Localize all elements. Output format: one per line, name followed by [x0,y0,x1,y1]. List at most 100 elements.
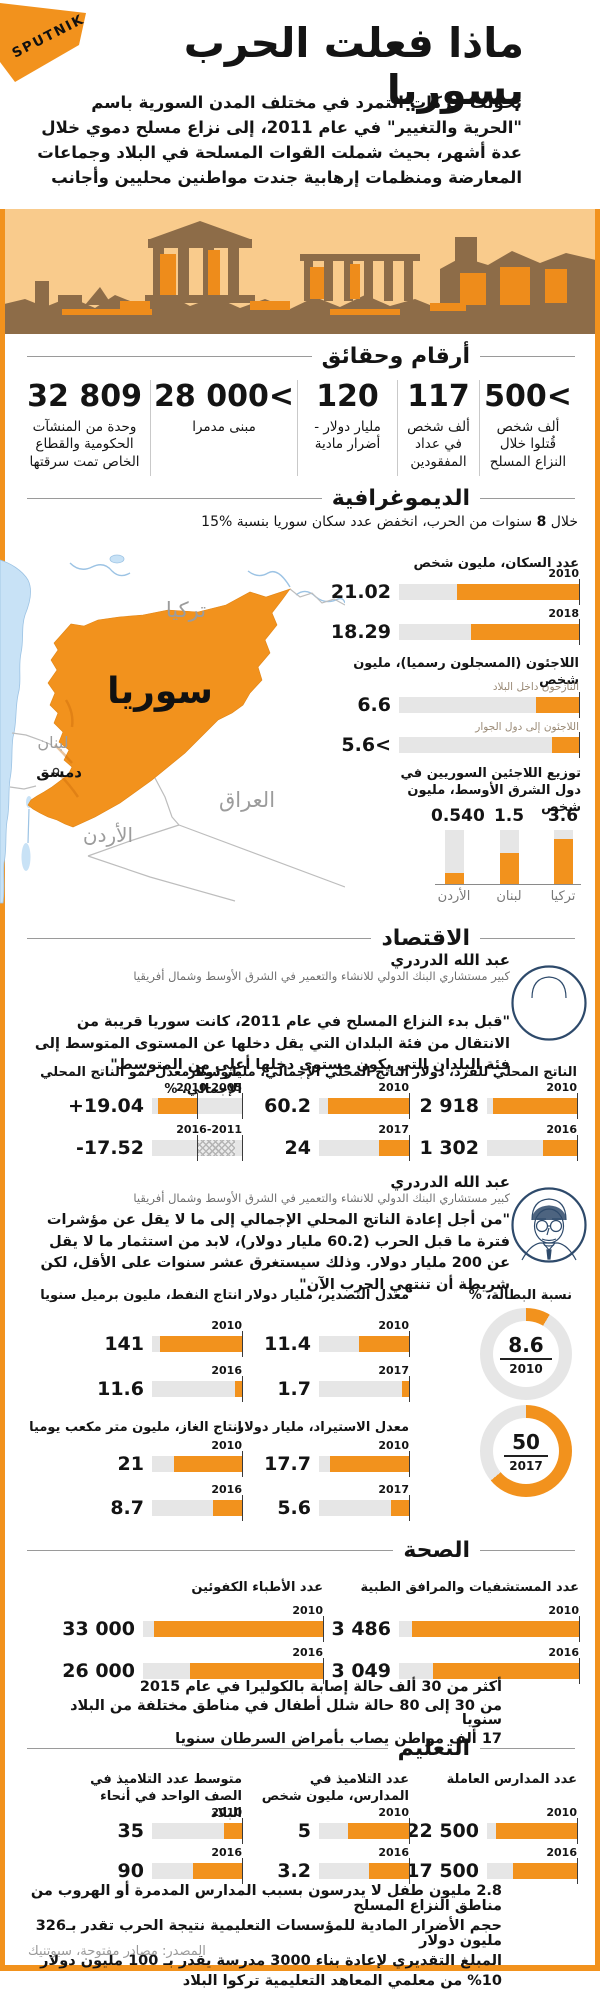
chart-title-unemployment: نسبة البطالة، % [468,1288,572,1303]
bar-fill [160,1336,242,1352]
bar-fill [535,697,579,713]
chart-refugees: اللاجئون (المسجلون رسميا)، مليون شخص الن… [303,656,580,758]
chart-title: متوسط معدل نمو الناتج المحلي الإجمالي، % [40,1065,242,1097]
chart-title: عدد الأطباء الكفوئين [191,1580,323,1595]
bar-year-label: 2010 [546,1081,577,1094]
chart-unemployment-2017: 50 2017 [480,1405,572,1497]
bar-value: 1 302 [419,1137,480,1159]
chart-doctors: عدد الأطباء الكفوئين 2010 33 000 2016 26… [47,1580,324,1684]
section-heading-demographics: الديموغرافية [27,486,575,511]
column-value: 1.5 [493,806,525,826]
bar-value: 3 049 [331,1660,392,1682]
bar-track [152,1093,243,1119]
column-value: 0.540 [431,806,485,826]
heading-text: أرقام وحقائق [321,344,470,369]
bar-fill [358,1336,409,1352]
chart-gdp-growth: متوسط معدل نمو الناتج المحلي الإجمالي، %… [40,1065,243,1161]
bar-row: 2016 11.6 [97,1364,243,1402]
axis-tick [409,1858,410,1884]
expert-name: عبد الله الدردري [390,1173,510,1191]
heading-rule-left [27,498,322,499]
chart-title: عدد التلاميذ في المدارس، مليون شخص [261,1772,409,1804]
bar-fill [496,1823,577,1839]
fact-card: 32 809 وحدة من المنشآت الحكومية والقطاع … [19,379,150,476]
bar-fill [411,1621,579,1637]
donut-year: 2010 [509,1361,543,1376]
bar-track [143,1658,324,1684]
health-bullets: أكثر من 30 ألف حالة إصابة بالكوليرا في ع… [30,1680,502,1751]
fact-label: ألف شخص في عداد المفقودين [407,418,470,470]
fact-label: مبنى مدمرا [192,418,256,435]
bar-track [152,1451,243,1477]
bar-category-label: النازحون داخل البلاد [492,681,579,693]
bar-fill [513,1863,577,1879]
axis-tick [242,1495,243,1521]
section-heading-facts: أرقام وحقائق [27,344,575,369]
bar-row: 2010 35 [118,1806,243,1844]
bar-row: 2010 60.2 [264,1081,410,1119]
bar-track [399,732,580,758]
heading-rule-right [480,1550,575,1551]
bar-year-label: 2010 [378,1439,409,1452]
bar-fill [173,1456,242,1472]
bar-fill-negative [197,1140,235,1156]
axis-tick [242,1451,243,1477]
bar-value: 3.2 [277,1860,311,1882]
axis-tick [409,1376,410,1402]
bar-fill [401,1381,409,1397]
bar-year-label: 2016 [548,1646,579,1659]
bar-track [152,1818,243,1844]
column-group: 0.540 الأردن [431,806,485,904]
bar-track [152,1376,243,1402]
bar-track [152,1495,243,1521]
syria-map: تركيا سوريا لبنان دمشق العراق الأردن [0,554,345,904]
palmyra-ruins-illustration [0,209,600,334]
column-fill [444,873,464,884]
lake [109,554,125,564]
bar-fill-positive [158,1098,197,1114]
chart-title: الناتج المحلي للفرد، دولار [412,1065,577,1080]
bar-fill [213,1500,242,1516]
map-label-damascus: دمشق [36,763,82,781]
bar-year-label: 2016 [211,1483,242,1496]
bar-row: 2010 141 [104,1319,243,1357]
column-label: الأردن [437,889,471,904]
bar-fill [234,1381,242,1397]
heading-rule-right [480,356,575,357]
note-text: سنوات من الحرب، انخفض عدد سكان سوريا بنس… [201,514,537,530]
bar-row: 2010 33 000 [62,1604,324,1642]
bar-row: 2016 3 049 [331,1646,580,1684]
bar-track [399,692,580,718]
axis-tick [409,1451,410,1477]
bar-track [143,1616,324,1642]
bar-track [319,1818,410,1844]
heading-rule-left [27,938,372,939]
bar-track [152,1135,243,1161]
axis-tick [577,1135,578,1161]
column-fill [553,838,573,884]
chart-title: توزيع اللاجئين السوريين في دول الشرق الأ… [400,766,582,815]
chart-title: متوسط عدد التلاميذ في الصف الواحد في أنح… [90,1772,242,1821]
bar-row: 2018 18.29 [331,607,580,645]
bar-year-label: 2010 [548,567,579,580]
expert-portrait [511,1187,587,1263]
bar-fill [391,1500,409,1516]
chart-title: الناتج المحلي الإجمالي، مليار دولار [188,1065,409,1080]
bar-value: 8.7 [110,1497,144,1519]
bar-row: 2016 17 500 [406,1846,578,1884]
bar-row: 2017 1.7 [277,1364,410,1402]
chart-title: معدل التصدير، مليار دولار [245,1288,409,1303]
bar-category-label: اللاجئون إلى دول الجوار [475,721,579,733]
expert-portrait [511,965,587,1041]
bar-row: 2017 24 [285,1123,410,1161]
bar-value: 11.6 [97,1378,144,1400]
column-value: 3.6 [547,806,579,826]
axis-tick [242,1858,243,1884]
bar-row: 2016 3.2 [277,1846,410,1884]
fact-card: 117 ألف شخص في عداد المفقودين [397,379,479,476]
bar-row: 2010 17.7 [264,1439,410,1477]
bar-row: 2016-2011 -17.52 [76,1123,243,1161]
chart-population: عدد السكان، مليون شخص 2010 21.02 2018 18… [303,556,580,646]
bullet-text: المبلغ التقديري لإعادة بناء 3000 مدرسة ي… [40,1953,502,1969]
bar-year-label: 2010 [546,1806,577,1819]
